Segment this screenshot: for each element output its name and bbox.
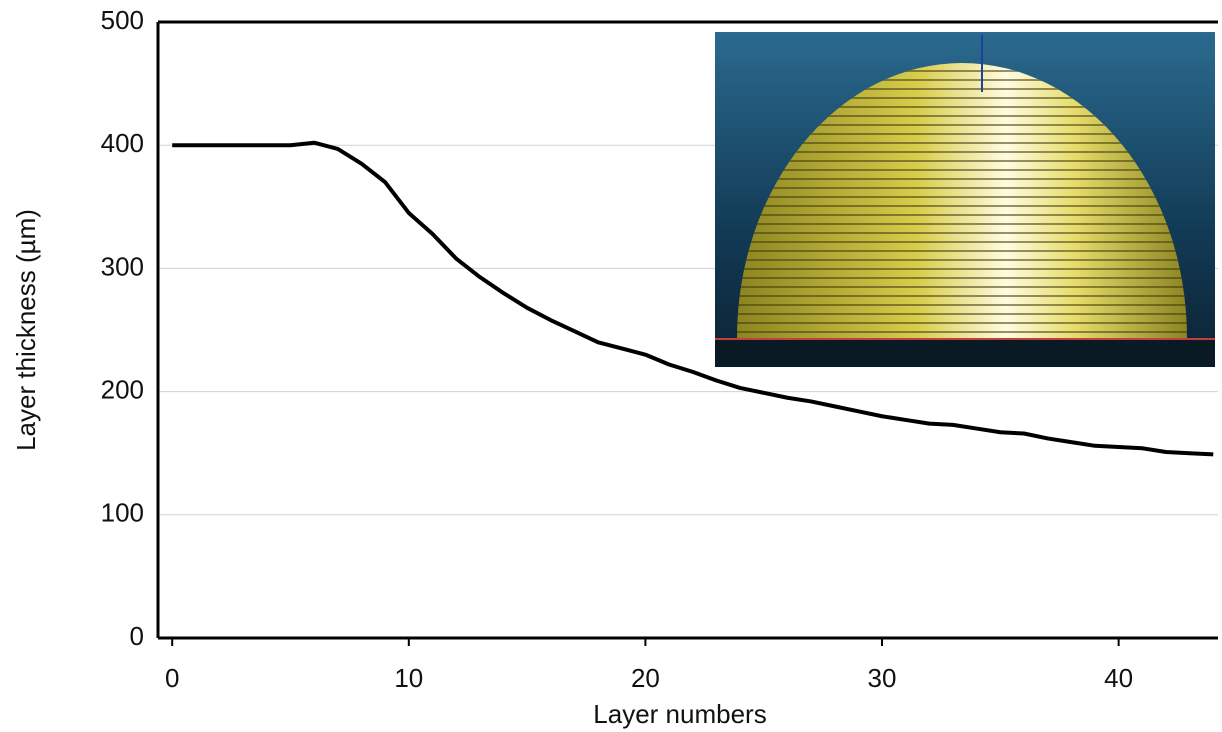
y-tick-label: 200 xyxy=(101,374,144,404)
y-tick-label: 300 xyxy=(101,251,144,281)
x-tick-label: 30 xyxy=(868,663,897,693)
chart: 0100200300400500010203040 Layer numbers … xyxy=(0,0,1222,732)
x-tick-label: 40 xyxy=(1104,663,1133,693)
x-tick-label: 10 xyxy=(394,663,423,693)
y-axis-title: Layer thickness (µm) xyxy=(11,209,41,451)
x-tick-label: 0 xyxy=(165,663,179,693)
y-tick-label: 400 xyxy=(101,128,144,158)
inset-image xyxy=(715,32,1215,367)
x-axis-title: Layer numbers xyxy=(593,699,766,729)
x-tick-label: 20 xyxy=(631,663,660,693)
y-tick-label: 100 xyxy=(101,498,144,528)
y-tick-label: 500 xyxy=(101,5,144,35)
y-tick-label: 0 xyxy=(130,621,144,651)
